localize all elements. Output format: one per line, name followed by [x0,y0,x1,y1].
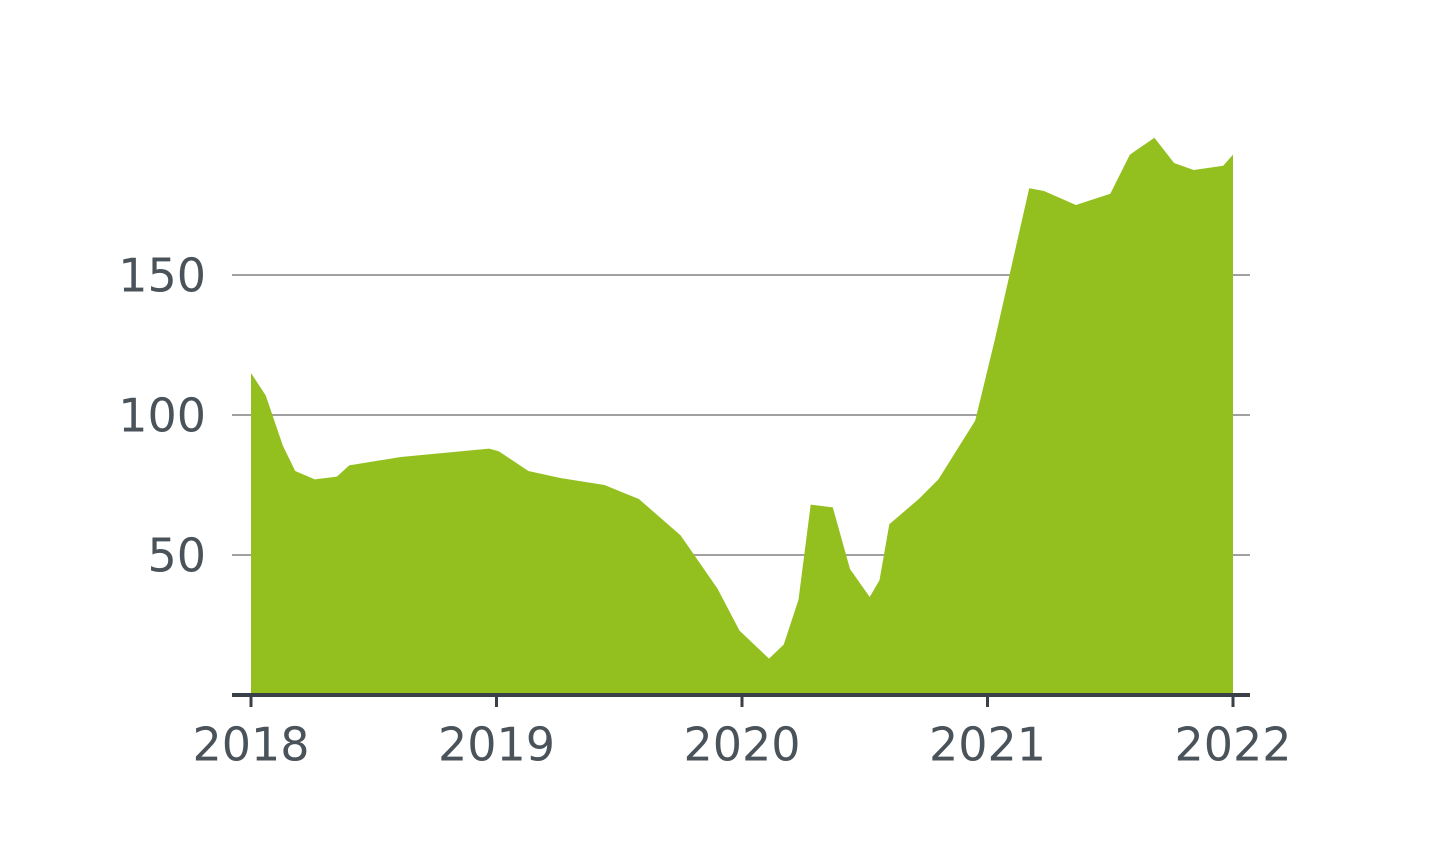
y-tick-label: 150 [118,249,206,303]
x-tick-label: 2022 [1174,718,1291,772]
area [251,137,1233,696]
y-tick-label: 50 [147,529,206,583]
x-tick-label: 2018 [192,718,309,772]
x-tick-label: 2020 [683,718,800,772]
y-tick-label: 100 [118,389,206,443]
x-tick-label: 2019 [438,718,555,772]
x-tick-label: 2021 [929,718,1046,772]
